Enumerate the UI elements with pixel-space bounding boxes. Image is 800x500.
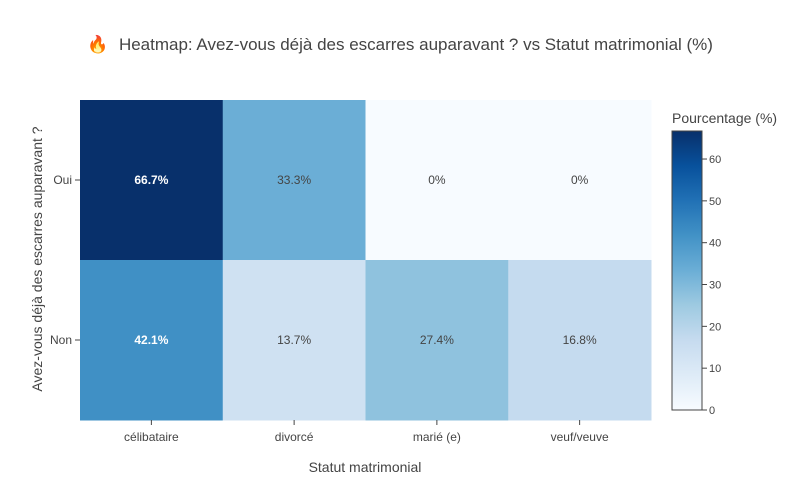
colorbar-tick-label: 30 bbox=[709, 280, 721, 292]
heatmap-cell-label: 27.4% bbox=[420, 333, 454, 347]
heatmap-cell-label: 33.3% bbox=[277, 173, 311, 187]
fire-icon: 🔥 bbox=[87, 34, 108, 54]
heatmap-cell-label: 13.7% bbox=[277, 333, 311, 347]
heatmap-cell bbox=[508, 260, 652, 421]
x-tick-label: marié (e) bbox=[413, 430, 461, 444]
heatmap-cell-label: 16.8% bbox=[563, 333, 597, 347]
heatmap-cells bbox=[80, 100, 652, 421]
chart-title-text: Heatmap: Avez-vous déjà des escarres aup… bbox=[119, 35, 713, 54]
x-tick-label: divorcé bbox=[275, 430, 314, 444]
heatmap-cell bbox=[365, 260, 509, 421]
y-axis-ticks: Oui Non bbox=[50, 173, 80, 347]
heatmap-cell bbox=[222, 260, 366, 421]
colorbar-tick-label: 60 bbox=[709, 154, 721, 166]
x-tick-label: célibataire bbox=[124, 430, 179, 444]
heatmap-cell-label: 0% bbox=[428, 173, 446, 187]
colorbar-tick-label: 50 bbox=[709, 196, 721, 208]
heatmap-cell bbox=[222, 100, 366, 261]
colorbar-ticks: 0 10 20 30 40 50 60 bbox=[702, 154, 721, 417]
x-tick-label: veuf/veuve bbox=[551, 430, 609, 444]
heatmap-cell-label: 42.1% bbox=[134, 333, 168, 347]
heatmap-cell bbox=[80, 100, 224, 261]
x-axis-title: Statut matrimonial bbox=[309, 459, 422, 475]
colorbar: Pourcentage (%) 0 10 20 30 40 50 60 bbox=[671, 110, 777, 417]
y-axis-title: Avez-vous déjà des escarres auparavant ? bbox=[29, 126, 45, 391]
colorbar-tick-label: 20 bbox=[709, 321, 721, 333]
heatmap-cell bbox=[365, 100, 509, 261]
colorbar-tick-label: 10 bbox=[709, 363, 721, 375]
heatmap-cell-labels: 66.7% 33.3% 0% 0% 42.1% 13.7% 27.4% 16.8% bbox=[134, 173, 597, 347]
chart-title: 🔥 Heatmap: Avez-vous déjà des escarres a… bbox=[87, 34, 713, 54]
y-tick-label: Non bbox=[50, 333, 72, 347]
colorbar-tick-label: 0 bbox=[709, 405, 715, 417]
heatmap-cell-label: 66.7% bbox=[134, 173, 168, 187]
heatmap-cell bbox=[508, 100, 652, 261]
y-tick-label: Oui bbox=[53, 173, 72, 187]
colorbar-title: Pourcentage (%) bbox=[672, 110, 777, 126]
colorbar-tick-label: 40 bbox=[709, 238, 721, 250]
heatmap-cell bbox=[80, 260, 224, 421]
heatmap-cell-label: 0% bbox=[571, 173, 589, 187]
x-axis-ticks: célibataire divorcé marié (e) veuf/veuve bbox=[124, 420, 609, 444]
colorbar-gradient bbox=[671, 130, 703, 411]
